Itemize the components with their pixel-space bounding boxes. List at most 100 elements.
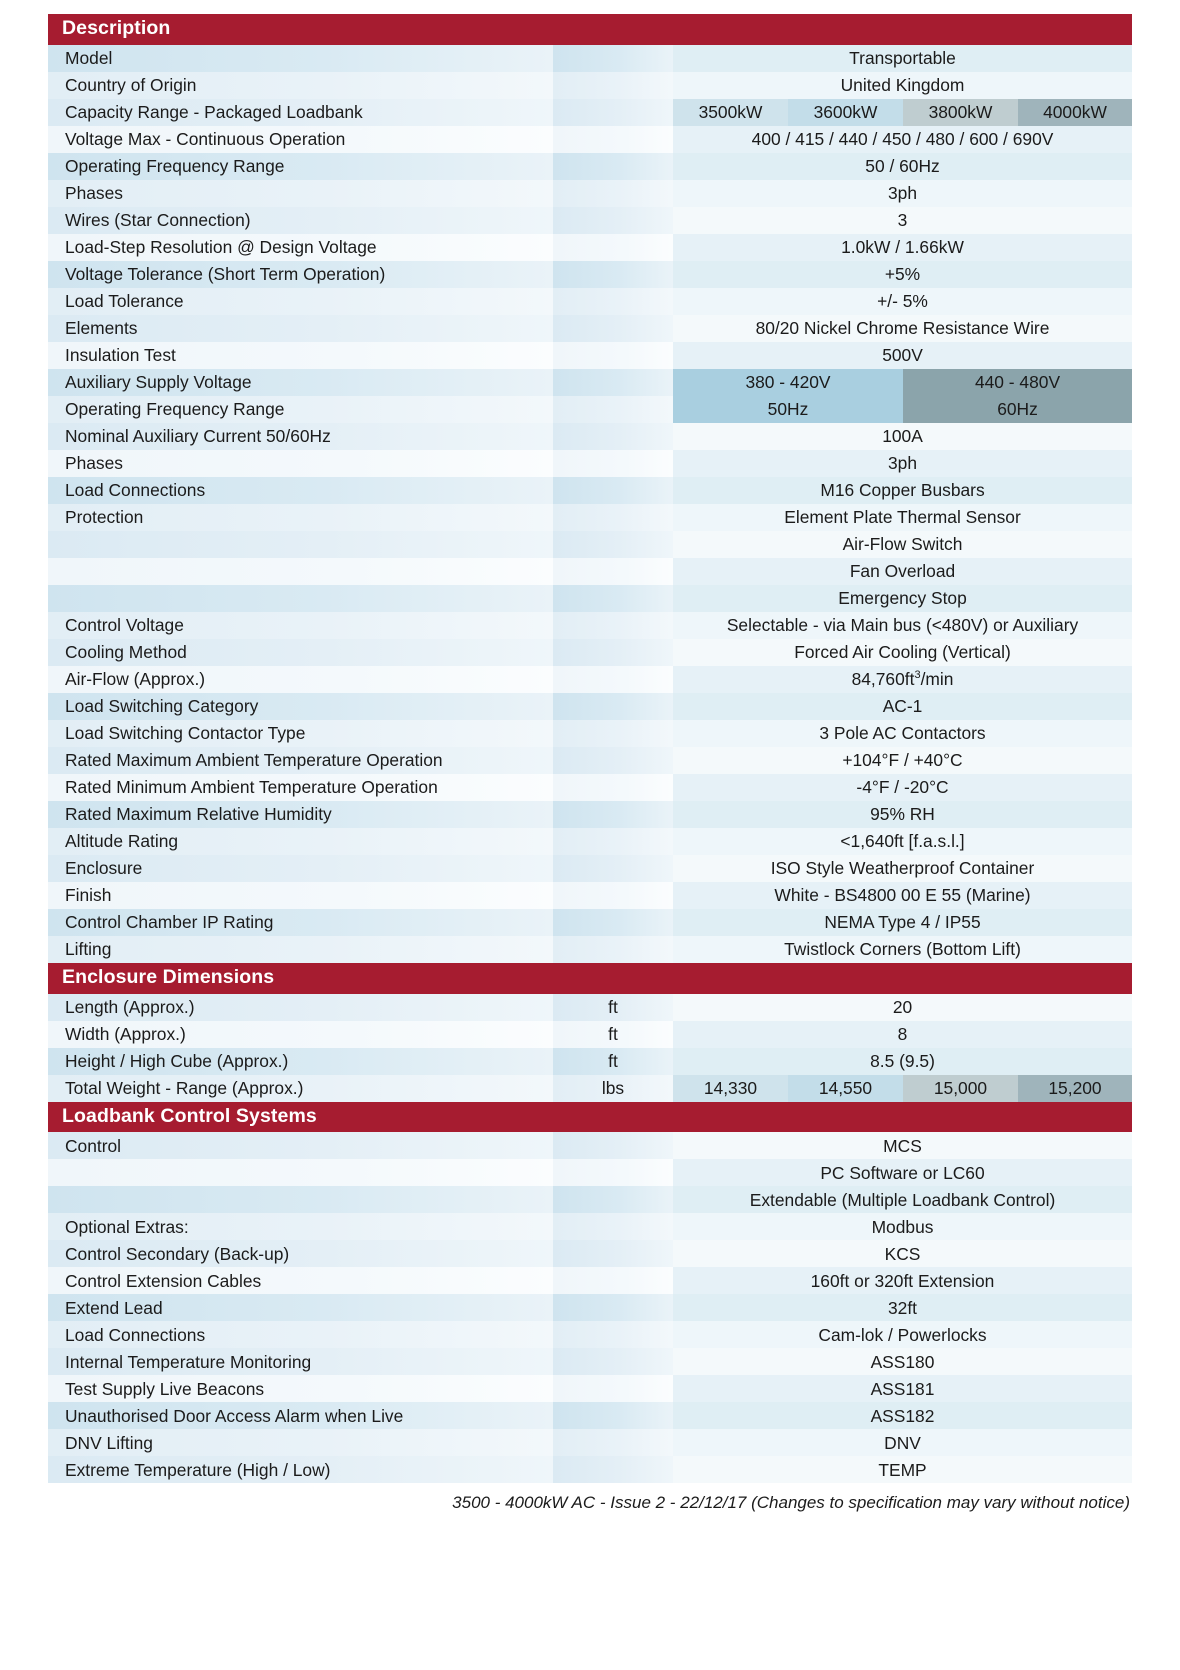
- section-header-loadbank-control-systems: Loadbank Control Systems: [47, 1101, 1133, 1133]
- table-row: Elements 80/20 Nickel Chrome Resistance …: [47, 314, 1133, 342]
- table-row: Control MCS: [47, 1132, 1133, 1160]
- row-value: <1,640ft [f.a.s.l.]: [672, 827, 1133, 855]
- row-unit: ft: [552, 993, 673, 1021]
- row-value: ISO Style Weatherproof Container: [672, 854, 1133, 882]
- table-row: Optional Extras: Modbus: [47, 1213, 1133, 1241]
- row-value: NEMA Type 4 / IP55: [672, 908, 1133, 936]
- row-label: [47, 584, 553, 612]
- row-label: Height / High Cube (Approx.): [47, 1047, 553, 1075]
- row-unit-empty: [552, 503, 673, 531]
- row-label: Load Switching Category: [47, 692, 553, 720]
- row-unit-empty: [552, 692, 673, 720]
- row-unit-empty: [552, 44, 673, 72]
- row-value: 8: [672, 1020, 1133, 1048]
- row-value: -4°F / -20°C: [672, 773, 1133, 801]
- row-label: Rated Maximum Ambient Temperature Operat…: [47, 746, 553, 774]
- row-unit-empty: [552, 341, 673, 369]
- row-value: PC Software or LC60: [672, 1159, 1133, 1187]
- row-value: Air-Flow Switch: [672, 530, 1133, 558]
- table-row: Control Chamber IP Rating NEMA Type 4 / …: [47, 908, 1133, 936]
- row-unit-empty: [552, 368, 673, 396]
- table-row: Load Switching Contactor Type 3 Pole AC …: [47, 719, 1133, 747]
- row-value: +104°F / +40°C: [672, 746, 1133, 774]
- table-row: Capacity Range - Packaged Loadbank 3500k…: [47, 98, 1133, 126]
- row-value: AC-1: [672, 692, 1133, 720]
- row-unit: lbs: [552, 1074, 673, 1102]
- row-value: ASS181: [672, 1375, 1133, 1403]
- spec-sheet: Description Model Transportable Country of…: [47, 14, 1133, 1513]
- table-row: Model Transportable: [47, 44, 1133, 72]
- row-unit-empty: [552, 1186, 673, 1214]
- row-value: 32ft: [672, 1294, 1133, 1322]
- row-value-1: 3500kW: [672, 98, 788, 126]
- table-row: Lifting Twistlock Corners (Bottom Lift): [47, 935, 1133, 963]
- row-value: 50 / 60Hz: [672, 152, 1133, 180]
- row-value: 84,760ft3/min: [672, 665, 1133, 693]
- row-value: 3ph: [672, 179, 1133, 207]
- row-unit-empty: [552, 854, 673, 882]
- row-label: Internal Temperature Monitoring: [47, 1348, 553, 1376]
- row-value: White - BS4800 00 E 55 (Marine): [672, 881, 1133, 909]
- row-label: Lifting: [47, 935, 553, 963]
- row-label: Extend Lead: [47, 1294, 553, 1322]
- row-unit: ft: [552, 1047, 673, 1075]
- row-label: Length (Approx.): [47, 993, 553, 1021]
- row-unit-empty: [552, 206, 673, 234]
- row-unit-empty: [552, 125, 673, 153]
- row-value: Cam-lok / Powerlocks: [672, 1321, 1133, 1349]
- row-label: Altitude Rating: [47, 827, 553, 855]
- row-unit-empty: [552, 665, 673, 693]
- row-label: Control Secondary (Back-up): [47, 1240, 553, 1268]
- row-value: Extendable (Multiple Loadbank Control): [672, 1186, 1133, 1214]
- footer-note: 3500 - 4000kW AC - Issue 2 - 22/12/17 (C…: [452, 1493, 1130, 1513]
- table-row: DNV Lifting DNV: [47, 1429, 1133, 1457]
- table-row: Test Supply Live Beacons ASS181: [47, 1375, 1133, 1403]
- row-unit-empty: [552, 1429, 673, 1457]
- row-unit-empty: [552, 530, 673, 558]
- row-value-4: 15,200: [1017, 1074, 1133, 1102]
- row-value-right: 60Hz: [902, 395, 1133, 423]
- table-row: PC Software or LC60: [47, 1159, 1133, 1187]
- row-label: Finish: [47, 881, 553, 909]
- table-row: Air-Flow Switch: [47, 530, 1133, 558]
- row-unit-empty: [552, 1159, 673, 1187]
- row-value-left: 380 - 420V: [672, 368, 903, 396]
- row-label: Phases: [47, 449, 553, 477]
- table-row: Insulation Test 500V: [47, 341, 1133, 369]
- row-value: Forced Air Cooling (Vertical): [672, 638, 1133, 666]
- table-row: Nominal Auxiliary Current 50/60Hz 100A: [47, 422, 1133, 450]
- row-label: Control Extension Cables: [47, 1267, 553, 1295]
- row-unit-empty: [552, 719, 673, 747]
- row-unit-empty: [552, 476, 673, 504]
- row-unit-empty: [552, 1132, 673, 1160]
- row-unit-empty: [552, 1375, 673, 1403]
- section-title: Enclosure Dimensions: [47, 962, 1133, 994]
- row-label: Country of Origin: [47, 71, 553, 99]
- row-value-2: 3600kW: [787, 98, 903, 126]
- row-value-1: 14,330: [672, 1074, 788, 1102]
- row-value: 80/20 Nickel Chrome Resistance Wire: [672, 314, 1133, 342]
- table-row: Width (Approx.) ft 8: [47, 1020, 1133, 1048]
- row-value: Transportable: [672, 44, 1133, 72]
- row-unit-empty: [552, 935, 673, 963]
- row-label: Enclosure: [47, 854, 553, 882]
- table-row: Phases 3ph: [47, 449, 1133, 477]
- table-row: Operating Frequency Range 50Hz 60Hz: [47, 395, 1133, 423]
- row-value: Modbus: [672, 1213, 1133, 1241]
- row-unit-empty: [552, 233, 673, 261]
- row-label: DNV Lifting: [47, 1429, 553, 1457]
- row-label: Control Voltage: [47, 611, 553, 639]
- row-value: 3ph: [672, 449, 1133, 477]
- row-unit-empty: [552, 71, 673, 99]
- row-label: Rated Maximum Relative Humidity: [47, 800, 553, 828]
- row-unit-empty: [552, 1213, 673, 1241]
- row-label: Phases: [47, 179, 553, 207]
- row-label: Optional Extras:: [47, 1213, 553, 1241]
- row-unit-empty: [552, 611, 673, 639]
- row-value: 95% RH: [672, 800, 1133, 828]
- row-value: 160ft or 320ft Extension: [672, 1267, 1133, 1295]
- row-unit-empty: [552, 908, 673, 936]
- row-unit-empty: [552, 827, 673, 855]
- row-value: +/- 5%: [672, 287, 1133, 315]
- row-label: Operating Frequency Range: [47, 152, 553, 180]
